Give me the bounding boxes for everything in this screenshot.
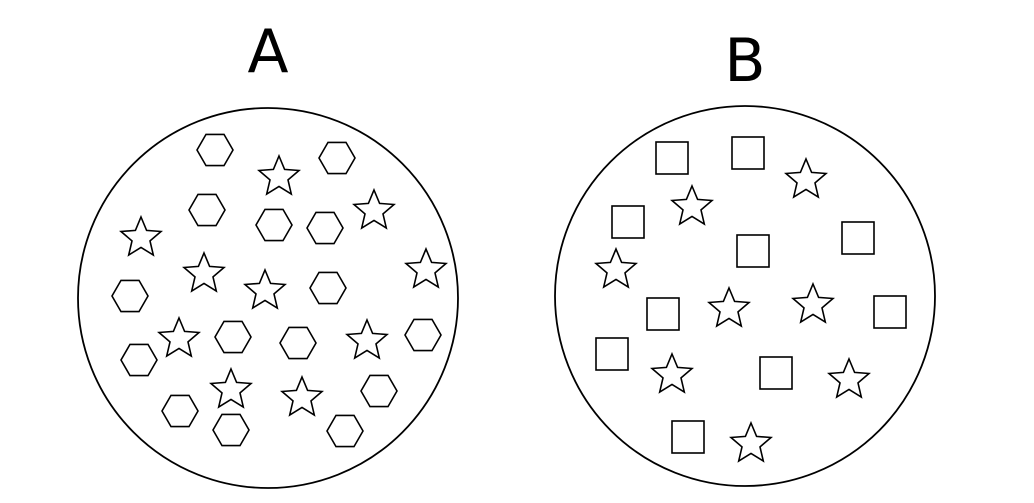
star-shape: [784, 156, 828, 199]
panel-a-shapes: [111, 133, 448, 448]
square-shape: [736, 234, 770, 268]
star-shape: [650, 351, 694, 394]
panel-b: B: [554, 26, 936, 487]
star-shape: [707, 285, 751, 328]
panel-b-label: B: [724, 26, 765, 96]
hexagon-shape: [318, 141, 356, 175]
panel-a: A: [77, 17, 459, 489]
star-shape: [243, 267, 287, 310]
star-shape: [729, 420, 773, 463]
hexagon-shape: [255, 208, 293, 242]
star-shape: [791, 281, 835, 324]
square-shape: [655, 141, 689, 175]
hexagon-shape: [212, 413, 250, 447]
square-shape: [731, 136, 765, 170]
square-shape: [873, 295, 907, 329]
hexagon-shape: [404, 318, 442, 352]
square-shape: [671, 420, 705, 454]
star-shape: [257, 153, 301, 196]
hexagon-shape: [196, 133, 234, 167]
hexagon-shape: [306, 211, 344, 245]
square-shape: [595, 337, 629, 371]
star-shape: [119, 214, 163, 257]
hexagon-shape: [309, 271, 347, 305]
hexagon-shape: [360, 374, 398, 408]
square-shape: [646, 297, 680, 331]
panel-a-label: A: [247, 17, 288, 87]
star-shape: [827, 356, 871, 399]
star-shape: [594, 246, 638, 289]
square-shape: [841, 221, 875, 255]
star-shape: [157, 315, 201, 358]
star-shape: [280, 374, 324, 417]
square-shape: [611, 205, 645, 239]
hexagon-shape: [326, 414, 364, 448]
star-shape: [670, 183, 714, 226]
hexagon-shape: [120, 343, 158, 377]
hexagon-shape: [214, 320, 252, 354]
panel-b-shapes: [594, 136, 907, 463]
star-shape: [345, 317, 389, 360]
hexagon-shape: [111, 279, 149, 313]
hexagon-shape: [279, 326, 317, 360]
star-shape: [352, 187, 396, 230]
star-shape: [404, 246, 448, 289]
star-shape: [209, 366, 253, 409]
square-shape: [759, 356, 793, 390]
star-shape: [182, 250, 226, 293]
hexagon-shape: [161, 394, 199, 428]
hexagon-shape: [188, 193, 226, 227]
